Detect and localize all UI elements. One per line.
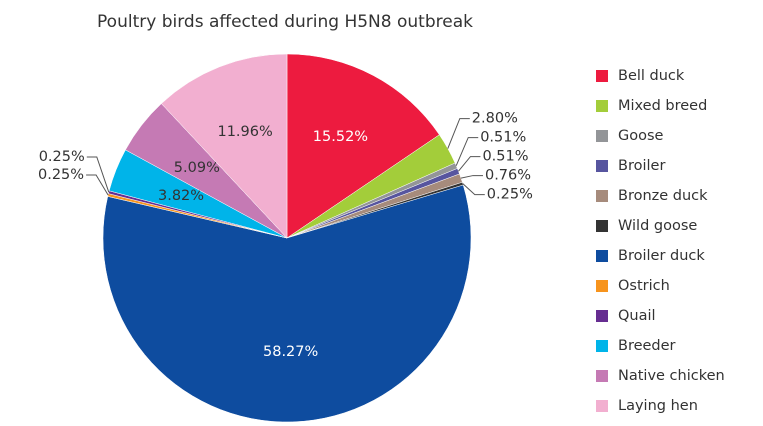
legend-swatch: [596, 70, 608, 82]
legend-label: Mixed breed: [618, 98, 707, 114]
legend-swatch: [596, 280, 608, 292]
legend-label: Bell duck: [618, 68, 685, 84]
legend-label: Ostrich: [618, 278, 670, 294]
legend-label: Goose: [618, 128, 664, 144]
data-label: 0.25%: [38, 167, 84, 183]
data-label: 2.80%: [472, 111, 518, 127]
legend-label: Broiler duck: [618, 248, 705, 264]
data-label: 3.82%: [158, 188, 204, 204]
legend-swatch: [596, 370, 608, 382]
legend-label: Quail: [618, 308, 656, 324]
data-label: 0.51%: [482, 149, 528, 165]
data-label: 0.76%: [485, 168, 531, 184]
legend-label: Wild goose: [618, 218, 697, 234]
data-label: 58.27%: [263, 344, 318, 360]
legend-label: Broiler: [618, 158, 665, 174]
pie-slice: [161, 53, 288, 239]
data-label: 15.52%: [313, 129, 368, 145]
chart-title: Poultry birds affected during H5N8 outbr…: [97, 12, 473, 32]
legend-label: Breeder: [618, 338, 676, 354]
legend-swatch: [596, 310, 608, 322]
leader-line: [455, 137, 479, 166]
data-label: 0.25%: [39, 149, 85, 165]
pie-slice: [286, 53, 440, 239]
legend-swatch: [596, 160, 608, 172]
leader-line: [86, 174, 109, 196]
leader-line: [462, 183, 485, 196]
legend-label: Laying hen: [618, 398, 698, 414]
data-label: 5.09%: [174, 160, 220, 176]
leader-line: [458, 156, 481, 172]
legend-swatch: [596, 130, 608, 142]
legend-swatch: [596, 190, 608, 202]
data-label: 0.25%: [487, 187, 533, 203]
leader-line: [447, 118, 470, 149]
legend-label: Bronze duck: [618, 188, 708, 204]
legend-swatch: [596, 250, 608, 262]
data-label: 11.96%: [217, 124, 272, 140]
legend-swatch: [596, 400, 608, 412]
legend-swatch: [596, 340, 608, 352]
pie-slice: [102, 184, 472, 423]
legend-swatch: [596, 220, 608, 232]
data-label: 0.51%: [480, 130, 526, 146]
leader-line: [460, 175, 483, 179]
leader-line: [86, 156, 110, 193]
legend-swatch: [596, 100, 608, 112]
legend-label: Native chicken: [618, 368, 725, 384]
